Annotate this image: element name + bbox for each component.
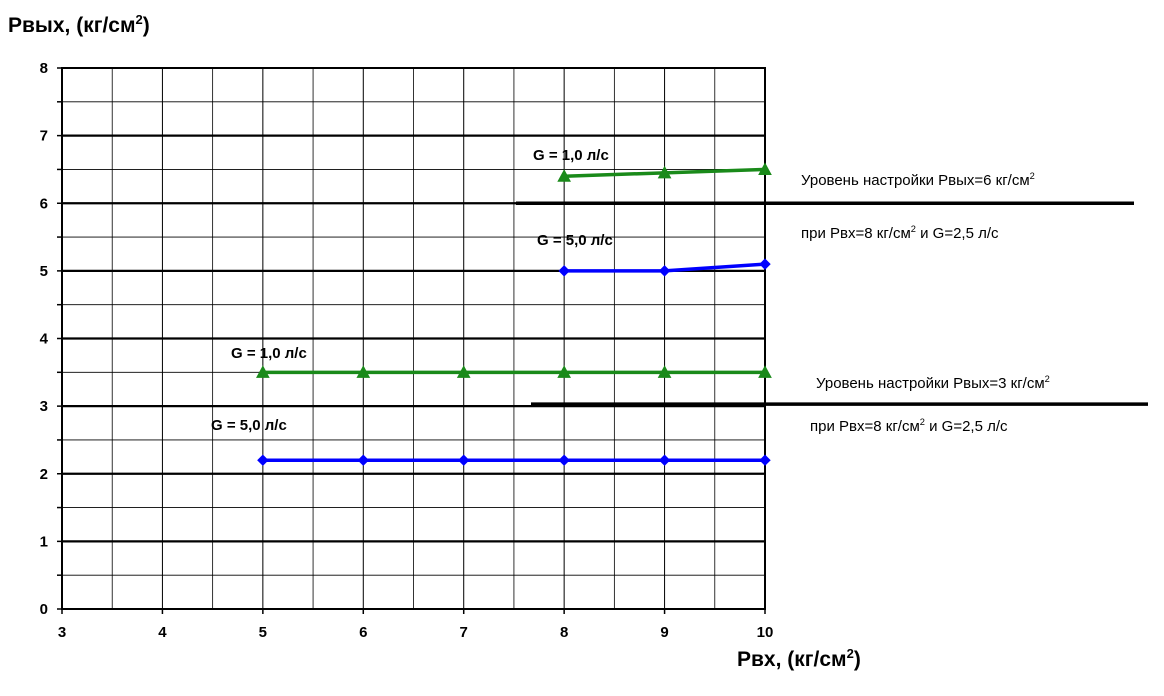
y-axis-title-sup: 2 bbox=[135, 12, 143, 27]
x-tick-label: 4 bbox=[158, 624, 167, 641]
ref-note-3-line2-pre: при Рвх=8 кг/см bbox=[810, 418, 920, 435]
series-point-2 bbox=[256, 365, 270, 378]
y-tick-label: 5 bbox=[40, 263, 48, 280]
series-label-upper-green: G = 1,0 л/с bbox=[533, 147, 609, 164]
series-label-lower-blue-text: G = 5,0 л/с bbox=[211, 417, 287, 434]
series-point-3 bbox=[357, 454, 369, 466]
y-axis-title-text: Рвых, (кг/см bbox=[8, 14, 136, 37]
series-point-2 bbox=[456, 365, 471, 378]
ref-note-3-line1-text: Уровень настройки Рвых=3 кг/см bbox=[816, 375, 1045, 392]
series-point-0 bbox=[657, 165, 672, 179]
series-point-2 bbox=[557, 365, 571, 378]
series-point-3 bbox=[558, 454, 570, 466]
series-point-3 bbox=[658, 454, 671, 466]
ref-note-6-line2-post: и G=2,5 л/с bbox=[915, 225, 999, 242]
series-point-0 bbox=[557, 169, 571, 182]
x-tick-label: 3 bbox=[58, 624, 66, 641]
series-point-1 bbox=[558, 265, 570, 277]
ref-note-6-line2-sup: 2 bbox=[910, 224, 916, 234]
x-axis-title: Рвх, (кг/см2) bbox=[737, 646, 861, 672]
series-label-lower-blue: G = 5,0 л/с bbox=[211, 417, 287, 434]
series-point-2 bbox=[356, 365, 371, 378]
y-tick-label: 6 bbox=[40, 195, 48, 212]
series-point-3 bbox=[458, 454, 470, 466]
series-label-lower-green-text: G = 1,0 л/с bbox=[231, 345, 307, 362]
y-tick-label: 4 bbox=[40, 331, 49, 348]
x-tick-label: 6 bbox=[359, 624, 367, 641]
x-axis-title-tail: ) bbox=[853, 648, 861, 671]
x-tick-label: 8 bbox=[560, 624, 568, 641]
ref-note-6-line1: Уровень настройки Рвых=6 кг/см2 bbox=[801, 171, 1035, 189]
ref-note-6-line1-sup: 2 bbox=[1029, 171, 1035, 181]
series-label-upper-blue-text: G = 5,0 л/с bbox=[537, 232, 613, 249]
series-label-upper-green-text: G = 1,0 л/с bbox=[533, 147, 609, 164]
y-tick-label: 2 bbox=[40, 466, 48, 483]
y-axis-title-tail: ) bbox=[142, 14, 150, 37]
ref-note-3-line2-sup: 2 bbox=[919, 417, 925, 427]
series-point-0 bbox=[758, 162, 772, 175]
y-tick-label: 3 bbox=[40, 398, 48, 415]
y-tick-label: 7 bbox=[40, 128, 48, 145]
x-tick-label: 7 bbox=[460, 624, 468, 641]
x-tick-label: 10 bbox=[757, 624, 774, 641]
ref-note-6-line2-pre: при Рвх=8 кг/см bbox=[801, 225, 911, 242]
x-tick-label: 5 bbox=[259, 624, 267, 641]
series-label-lower-green: G = 1,0 л/с bbox=[231, 345, 307, 362]
x-axis-title-sup: 2 bbox=[846, 646, 854, 661]
ref-note-3-line2: при Рвх=8 кг/см2 и G=2,5 л/с bbox=[810, 417, 1008, 435]
series-point-3 bbox=[257, 454, 269, 466]
y-tick-label: 8 bbox=[40, 60, 48, 77]
series-point-3 bbox=[759, 454, 771, 466]
ref-note-6-line2: при Рвх=8 кг/см2 и G=2,5 л/с bbox=[801, 224, 999, 242]
series-point-1 bbox=[759, 258, 771, 270]
series-point-2 bbox=[758, 365, 772, 378]
series-point-2 bbox=[657, 365, 672, 378]
ref-note-3-line1: Уровень настройки Рвых=3 кг/см2 bbox=[816, 374, 1050, 392]
y-axis-title: Рвых, (кг/см2) bbox=[8, 12, 150, 38]
x-tick-label: 9 bbox=[660, 624, 668, 641]
series-point-1 bbox=[658, 265, 671, 277]
y-tick-label: 0 bbox=[40, 601, 48, 618]
ref-note-6-line1-text: Уровень настройки Рвых=6 кг/см bbox=[801, 172, 1030, 189]
ref-note-3-line1-sup: 2 bbox=[1044, 374, 1050, 384]
y-tick-label: 1 bbox=[40, 533, 48, 550]
series-label-upper-blue: G = 5,0 л/с bbox=[537, 232, 613, 249]
ref-note-3-line2-post: и G=2,5 л/с bbox=[924, 418, 1008, 435]
x-axis-title-text: Рвх, (кг/см bbox=[737, 648, 847, 671]
